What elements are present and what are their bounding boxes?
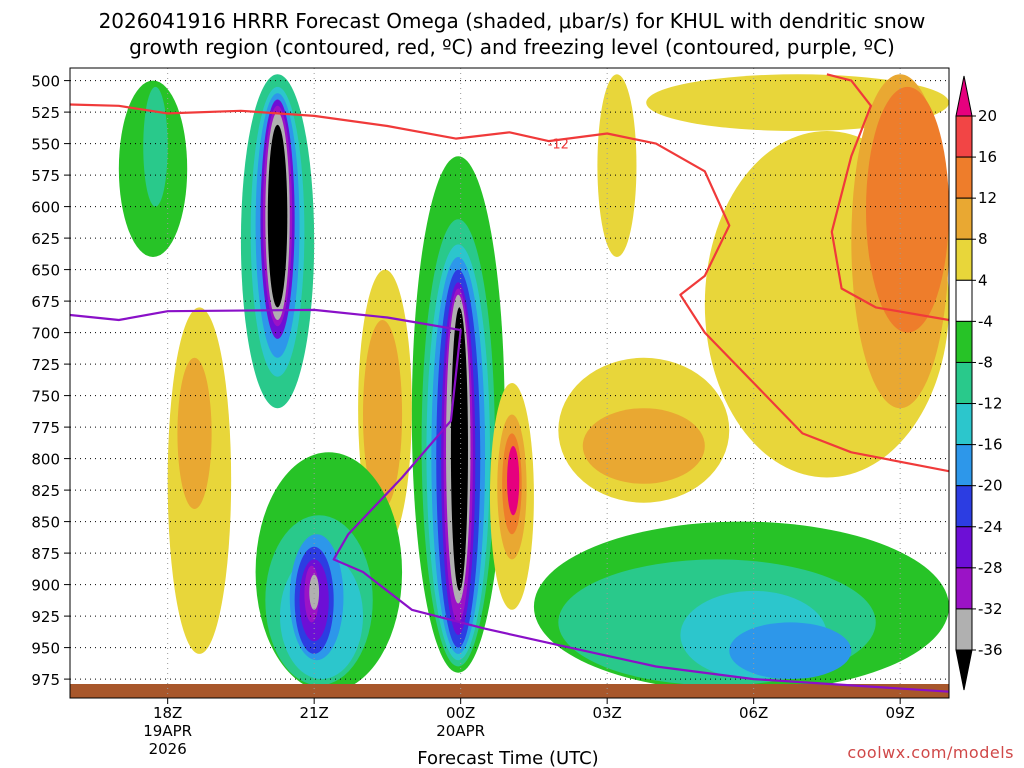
x-tick-label-18Z: 18Z: [153, 704, 182, 722]
colorbar-swatch-5: [955, 279, 973, 322]
contour-label: -12: [548, 138, 569, 153]
colorbar-label-0: 20: [978, 107, 997, 125]
colorbar-label-1: 16: [978, 148, 997, 166]
x-tick-date-18Z: 19APR: [143, 722, 192, 740]
colorbar-swatch-11: [955, 526, 973, 569]
colorbar-swatch-12: [955, 567, 973, 610]
y-tick-label-800: 800: [31, 451, 60, 469]
y-tick-label-600: 600: [31, 199, 60, 217]
terrain-strip: [70, 684, 949, 698]
x-axis-label: Forecast Time (UTC): [417, 748, 598, 768]
colorbar-swatch-0: [955, 75, 973, 117]
freezing-level-contour: [70, 308, 949, 693]
colorbar-swatch-14: [955, 649, 973, 691]
colorbar-label-7: -12: [978, 395, 1003, 413]
colorbar-swatch-4: [955, 238, 973, 281]
colorbar: 20 16 12 8 4 -4 -8 -12 -16 -20 -24 -28 -32 -36: [955, 75, 1003, 691]
x-tick-label-03Z: 03Z: [592, 704, 621, 722]
chart-title-line-2: growth region (contoured, red, ºC) and f…: [129, 35, 895, 59]
y-tick-label-725: 725: [31, 356, 60, 374]
colorbar-label-12: -32: [978, 600, 1003, 618]
colorbar-label-11: -28: [978, 559, 1003, 577]
colorbar-label-9: -20: [978, 477, 1003, 495]
y-tick-label-575: 575: [31, 167, 60, 185]
colorbar-label-2: 12: [978, 189, 997, 207]
omega-cell-8: [267, 124, 288, 308]
y-tick-label-900: 900: [31, 577, 60, 595]
omega-cell-12: [363, 320, 403, 509]
colorbar-swatch-7: [955, 361, 973, 405]
x-tick-label-06Z: 06Z: [739, 704, 768, 722]
x-tick-date-00Z: 20APR: [436, 722, 485, 740]
y-axis: 500 525 550 575 600 625 650 675 700 725 750 775 800 8…: [31, 73, 70, 689]
colorbar-swatch-13: [955, 608, 973, 651]
y-tick-label-525: 525: [31, 104, 60, 122]
colorbar-swatch-3: [955, 197, 973, 240]
colorbar-swatch-1: [955, 115, 973, 158]
y-tick-label-950: 950: [31, 640, 60, 658]
colorbar-label-5: -4: [978, 312, 993, 330]
y-tick-label-975: 975: [31, 671, 60, 689]
omega-cell-1: [143, 86, 168, 207]
x-tick-year-18Z: 2026: [149, 740, 187, 758]
chart-title-line-1: 2026041916 HRRR Forecast Omega (shaded, …: [98, 9, 926, 33]
y-tick-label-925: 925: [31, 608, 60, 626]
y-tick-label-875: 875: [31, 545, 60, 563]
y-tick-label-700: 700: [31, 325, 60, 343]
colorbar-label-3: 8: [978, 230, 988, 248]
y-tick-label-825: 825: [31, 482, 60, 500]
colorbar-label-13: -36: [978, 641, 1003, 659]
colorbar-swatch-6: [955, 320, 973, 363]
dendritic-contour-minus12-upper: [826, 73, 949, 322]
y-tick-label-675: 675: [31, 293, 60, 311]
colorbar-swatch-10: [955, 485, 973, 528]
omega-cell-10: [177, 357, 212, 509]
y-tick-label-625: 625: [31, 230, 60, 248]
omega-cell-44: [865, 86, 949, 333]
colorbar-swatch-9: [955, 444, 973, 487]
colorbar-label-6: -8: [978, 353, 993, 371]
y-tick-label-650: 650: [31, 262, 60, 280]
omega-cell-20: [309, 574, 320, 610]
omega-cell-33: [507, 446, 520, 516]
colorbar-swatch-8: [955, 403, 973, 446]
y-tick-label-850: 850: [31, 514, 60, 532]
omega-cell-38: [729, 622, 852, 680]
y-tick-label-500: 500: [31, 73, 60, 91]
y-tick-label-550: 550: [31, 136, 60, 154]
dendritic-contour-minus12: [70, 103, 949, 473]
omega-cell-42: [582, 408, 705, 484]
omega-cell-34: [597, 74, 637, 258]
x-tick-label-21Z: 21Z: [299, 704, 328, 722]
colorbar-label-8: -16: [978, 436, 1003, 454]
y-tick-label-775: 775: [31, 419, 60, 437]
y-tick-label-750: 750: [31, 388, 60, 406]
plot-frame: [69, 67, 950, 699]
x-tick-label-00Z: 00Z: [446, 704, 475, 722]
contour-layer: -12: [70, 73, 949, 693]
colorbar-swatch-2: [955, 156, 973, 199]
credit-text: coolwx.com/models: [847, 743, 1014, 762]
gridlines: [70, 68, 949, 698]
colorbar-label-10: -24: [978, 518, 1003, 536]
x-tick-label-09Z: 09Z: [885, 704, 914, 722]
omega-shading-layer: [118, 74, 949, 692]
colorbar-label-4: 4: [978, 271, 988, 289]
